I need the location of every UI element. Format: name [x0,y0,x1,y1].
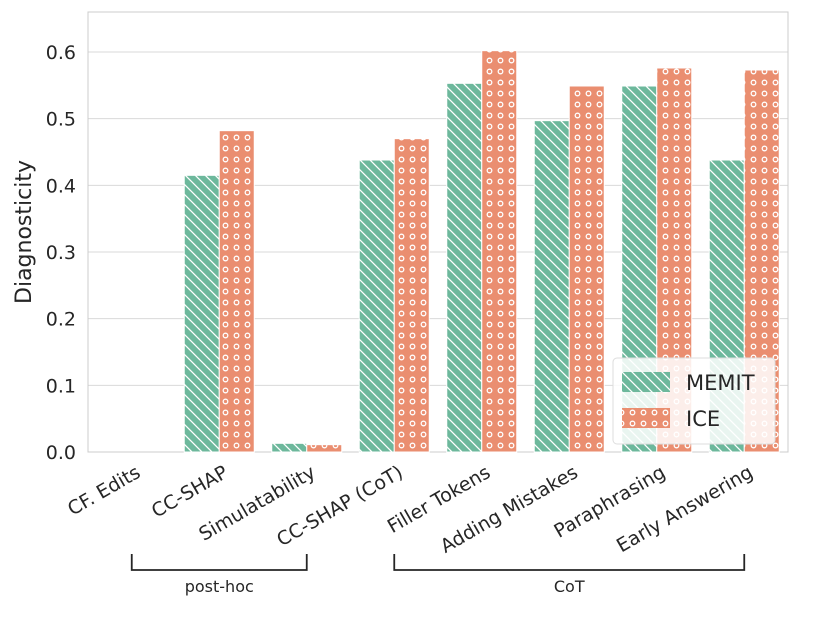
y-tick-label: 0.3 [46,242,76,264]
plot-frame [87,11,789,453]
bar-memit-4 [358,159,395,453]
group-bracket [130,554,308,571]
y-axis-label: Diagnosticity [12,160,37,304]
category-groups: post-hoc CoT [130,554,746,596]
y-tick-label: 0.5 [46,109,76,131]
bar-ice-6 [568,85,605,453]
bar-memit-5 [446,82,483,453]
y-tick-label: 0.0 [46,442,76,464]
bar-ice-4 [393,138,430,453]
bar-memit-2 [183,174,220,453]
y-tick-label: 0.2 [46,309,76,331]
group-label: post-hoc [185,577,254,596]
group-label: CoT [554,577,585,596]
bar-ice-2 [218,130,255,453]
bar-ice-5 [481,50,518,453]
group-bracket [393,554,746,571]
y-axis-ticks: 0.0 0.1 0.2 0.3 0.4 0.5 0.6 [46,42,76,464]
legend-label-memit: MEMIT [686,371,755,395]
legend-label-ice: ICE [686,407,720,431]
x-tick-label: CF. Edits [64,461,144,520]
bar-ice-3 [306,444,343,453]
legend: MEMIT ICE [612,357,776,445]
bar-memit-3 [271,442,308,453]
legend-swatch-ice [622,408,670,428]
legend-swatch-memit [622,372,670,392]
y-tick-label: 0.1 [46,375,76,397]
y-tick-label: 0.4 [46,175,76,197]
y-tick-label: 0.6 [46,42,76,64]
bar-memit-6 [533,120,570,453]
